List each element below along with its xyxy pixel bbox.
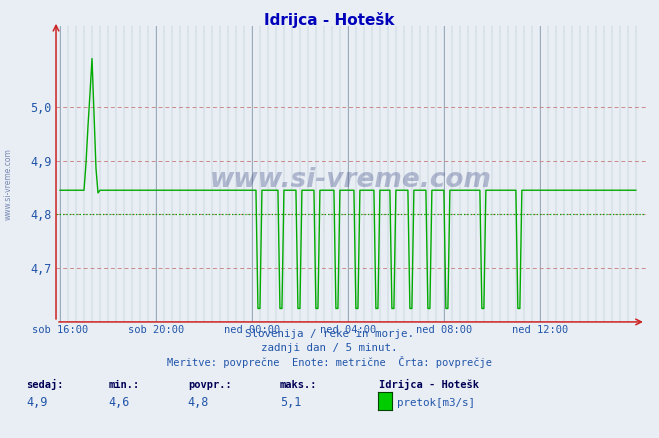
- Text: 5,1: 5,1: [280, 396, 301, 410]
- Text: min.:: min.:: [109, 380, 140, 390]
- Text: 4,6: 4,6: [109, 396, 130, 410]
- Text: maks.:: maks.:: [280, 380, 318, 390]
- Text: Meritve: povprečne  Enote: metrične  Črta: povprečje: Meritve: povprečne Enote: metrične Črta:…: [167, 356, 492, 367]
- Text: Idrijca - Hotešk: Idrijca - Hotešk: [264, 12, 395, 28]
- Text: Idrijca - Hotešk: Idrijca - Hotešk: [379, 378, 479, 390]
- Text: pretok[m3/s]: pretok[m3/s]: [397, 399, 474, 409]
- Text: www.si-vreme.com: www.si-vreme.com: [210, 167, 492, 193]
- Text: 4,9: 4,9: [26, 396, 47, 410]
- Text: zadnji dan / 5 minut.: zadnji dan / 5 minut.: [261, 343, 398, 353]
- Text: sedaj:: sedaj:: [26, 378, 64, 390]
- Text: Slovenija / reke in morje.: Slovenija / reke in morje.: [245, 329, 414, 339]
- Text: 4,8: 4,8: [188, 396, 209, 410]
- Text: www.si-vreme.com: www.si-vreme.com: [4, 148, 13, 220]
- Text: povpr.:: povpr.:: [188, 380, 231, 390]
